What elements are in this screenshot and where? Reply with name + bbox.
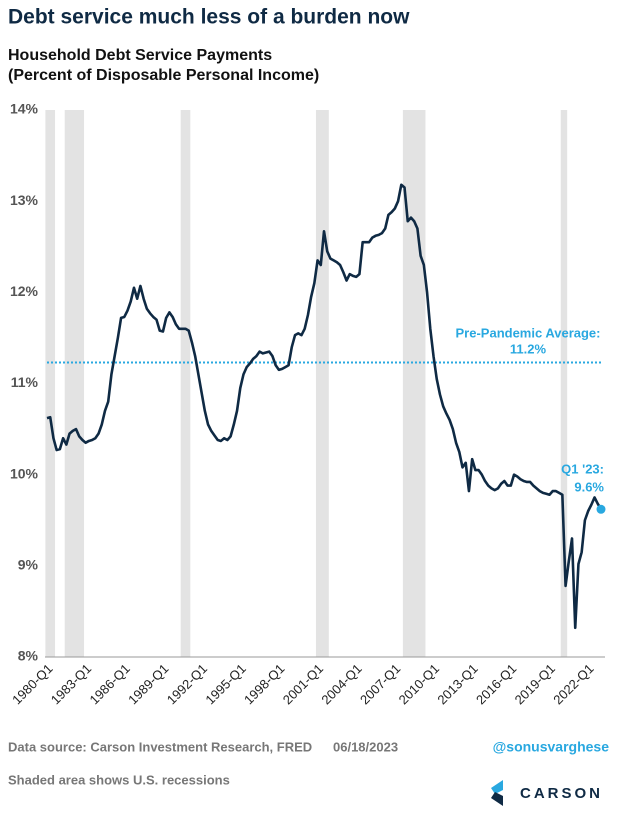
y-tick-label: 14% — [10, 101, 39, 117]
reference-label: 11.2% — [510, 341, 547, 356]
date: 06/18/2023 — [333, 739, 398, 754]
x-tick-label: 2016-Q1 — [473, 661, 519, 707]
last-point — [596, 504, 606, 514]
y-tick-label: 11% — [11, 374, 39, 390]
x-tick-label: 2013-Q1 — [434, 661, 480, 707]
x-tick-label: 1980-Q1 — [9, 661, 55, 707]
y-tick-label: 13% — [10, 192, 39, 208]
x-tick-label: 1992-Q1 — [164, 661, 210, 707]
y-tick-label: 8% — [18, 648, 39, 664]
x-tick-label: 2010-Q1 — [396, 661, 442, 707]
note: Shaded area shows U.S. recessions — [8, 772, 230, 787]
brand: CARSON — [520, 785, 603, 802]
x-tick-label: 2004-Q1 — [318, 661, 364, 707]
recession-band — [180, 110, 191, 657]
source: Data source: Carson Investment Research,… — [8, 739, 312, 754]
y-tick-label: 12% — [10, 283, 39, 299]
x-tick-label: 2001-Q1 — [280, 661, 326, 707]
recession-band — [315, 110, 329, 657]
last-point-label: Q1 '23: — [561, 461, 604, 476]
last-point-label: 9.6% — [574, 479, 604, 494]
x-tick-label: 1995-Q1 — [202, 661, 248, 707]
x-tick-label: 2022-Q1 — [550, 661, 596, 707]
chart-subtitle: (Percent of Disposable Personal Income) — [8, 67, 319, 84]
handle: @sonusvarghese — [493, 739, 610, 755]
x-tick-label: 1986-Q1 — [86, 661, 132, 707]
logo-icon — [491, 780, 503, 806]
data-line — [46, 183, 603, 630]
recession-band — [402, 110, 426, 657]
x-tick-label: 1983-Q1 — [48, 661, 94, 707]
y-tick-label: 9% — [18, 557, 39, 573]
recession-band — [64, 110, 85, 657]
chart-title: Debt service much less of a burden now — [8, 6, 410, 29]
x-tick-label: 1998-Q1 — [241, 661, 287, 707]
x-tick-label: 2007-Q1 — [357, 661, 403, 707]
reference-label: Pre-Pandemic Average: — [456, 325, 601, 340]
x-tick-label: 2019-Q1 — [512, 661, 558, 707]
x-tick-label: 1989-Q1 — [125, 661, 171, 707]
recession-band — [560, 110, 568, 657]
recession-band — [45, 110, 56, 657]
y-tick-label: 10% — [10, 465, 39, 481]
chart-subtitle: Household Debt Service Payments — [8, 47, 272, 64]
